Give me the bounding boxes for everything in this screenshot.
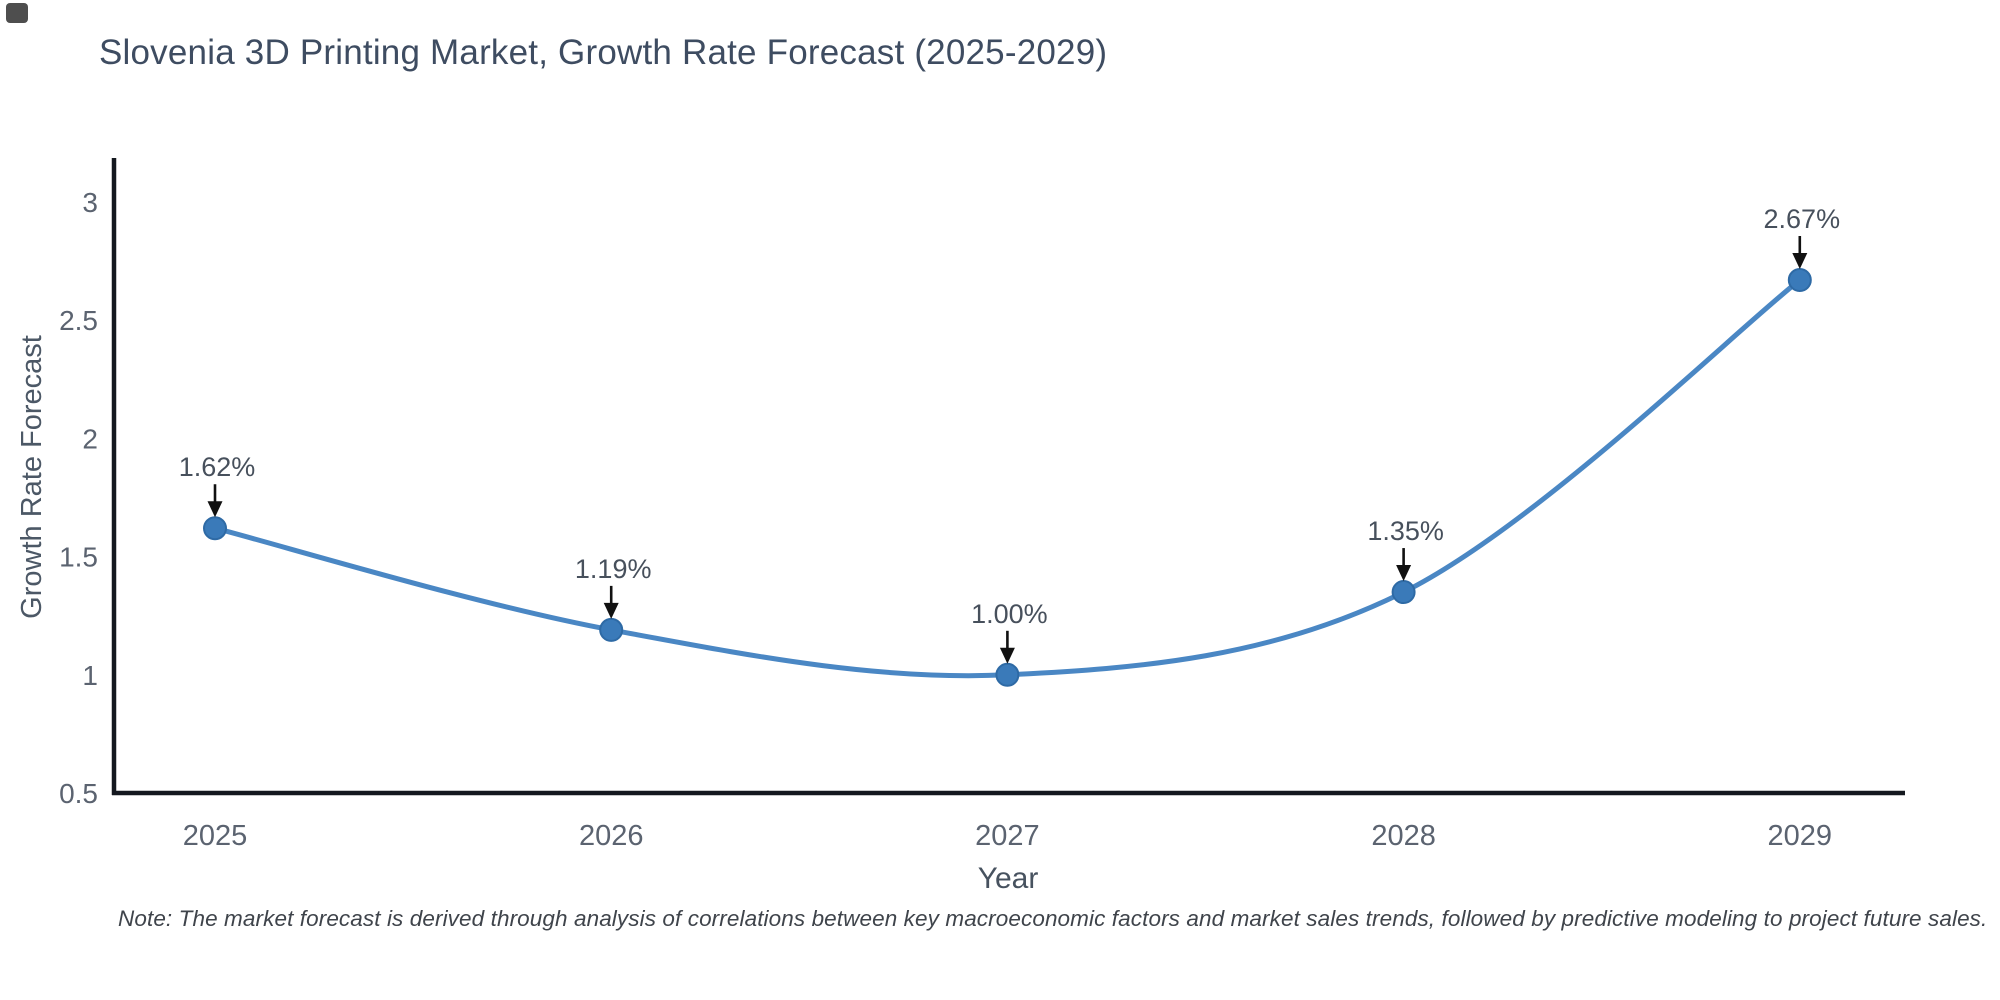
annotation-label: 1.62% bbox=[179, 452, 256, 482]
annotation-label: 1.35% bbox=[1367, 516, 1444, 546]
y-tick-label: 1 bbox=[82, 660, 98, 691]
y-tick-label: 0.5 bbox=[59, 778, 98, 809]
corner-mark bbox=[6, 3, 28, 23]
annotation-arrow-head bbox=[1396, 565, 1412, 582]
y-tick-label: 1.5 bbox=[59, 542, 98, 573]
x-tick-label: 2029 bbox=[1768, 820, 1833, 852]
x-tick-label: 2026 bbox=[579, 820, 644, 852]
footnote: Note: The market forecast is derived thr… bbox=[118, 906, 1988, 931]
data-point-marker[interactable] bbox=[1391, 580, 1416, 605]
y-tick-label: 2 bbox=[82, 423, 98, 454]
annotation-arrow-head bbox=[1792, 253, 1808, 270]
chart-title: Slovenia 3D Printing Market, Growth Rate… bbox=[99, 33, 1108, 72]
annotation-arrow-head bbox=[603, 602, 619, 619]
data-point-marker[interactable] bbox=[1787, 268, 1812, 293]
x-tick-label: 2025 bbox=[183, 820, 248, 852]
annotation-label: 2.67% bbox=[1764, 204, 1841, 234]
y-tick-label: 3 bbox=[82, 187, 98, 218]
annotation-label: 1.00% bbox=[971, 599, 1048, 629]
data-point-marker[interactable] bbox=[995, 662, 1020, 687]
data-point-marker[interactable] bbox=[203, 516, 227, 541]
x-axis-title: Year bbox=[977, 862, 1039, 895]
x-tick-label: 2028 bbox=[1371, 820, 1436, 852]
data-point-marker[interactable] bbox=[599, 617, 624, 642]
annotation-arrow-head bbox=[207, 501, 223, 518]
x-tick-label: 2027 bbox=[975, 820, 1040, 852]
y-tick-label: 2.5 bbox=[59, 305, 98, 336]
annotation-label: 1.19% bbox=[575, 554, 652, 584]
annotation-arrow-head bbox=[999, 647, 1015, 664]
